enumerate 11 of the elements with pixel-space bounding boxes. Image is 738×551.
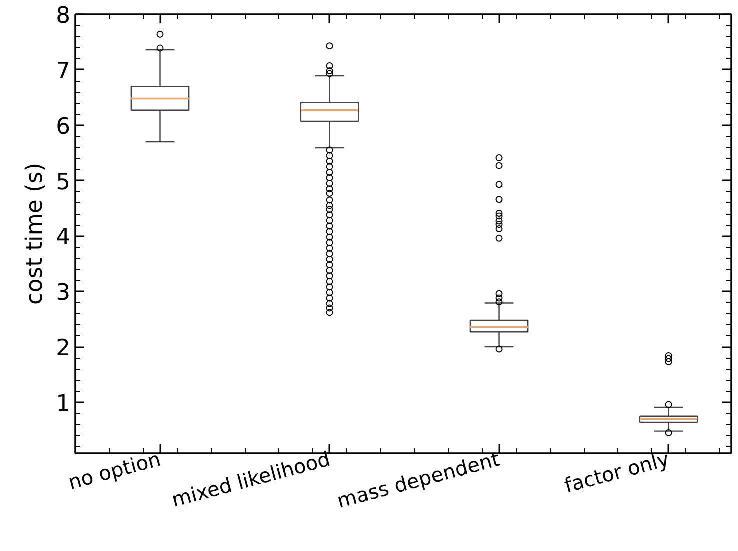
y-axis-title: cost time (s) bbox=[22, 162, 48, 306]
x-tick-label: no option bbox=[66, 446, 164, 494]
x-tick-label: factor only bbox=[562, 446, 672, 498]
y-tick-label: 7 bbox=[56, 58, 71, 84]
y-tick-label: 4 bbox=[56, 224, 71, 251]
y-tick-label: 1 bbox=[56, 391, 71, 418]
y-tick-label: 5 bbox=[56, 169, 71, 196]
y-tick-label: 6 bbox=[56, 114, 71, 140]
y-tick-label: 2 bbox=[56, 336, 71, 362]
y-tick-label: 3 bbox=[56, 280, 71, 306]
y-tick-label: 8 bbox=[56, 3, 71, 29]
